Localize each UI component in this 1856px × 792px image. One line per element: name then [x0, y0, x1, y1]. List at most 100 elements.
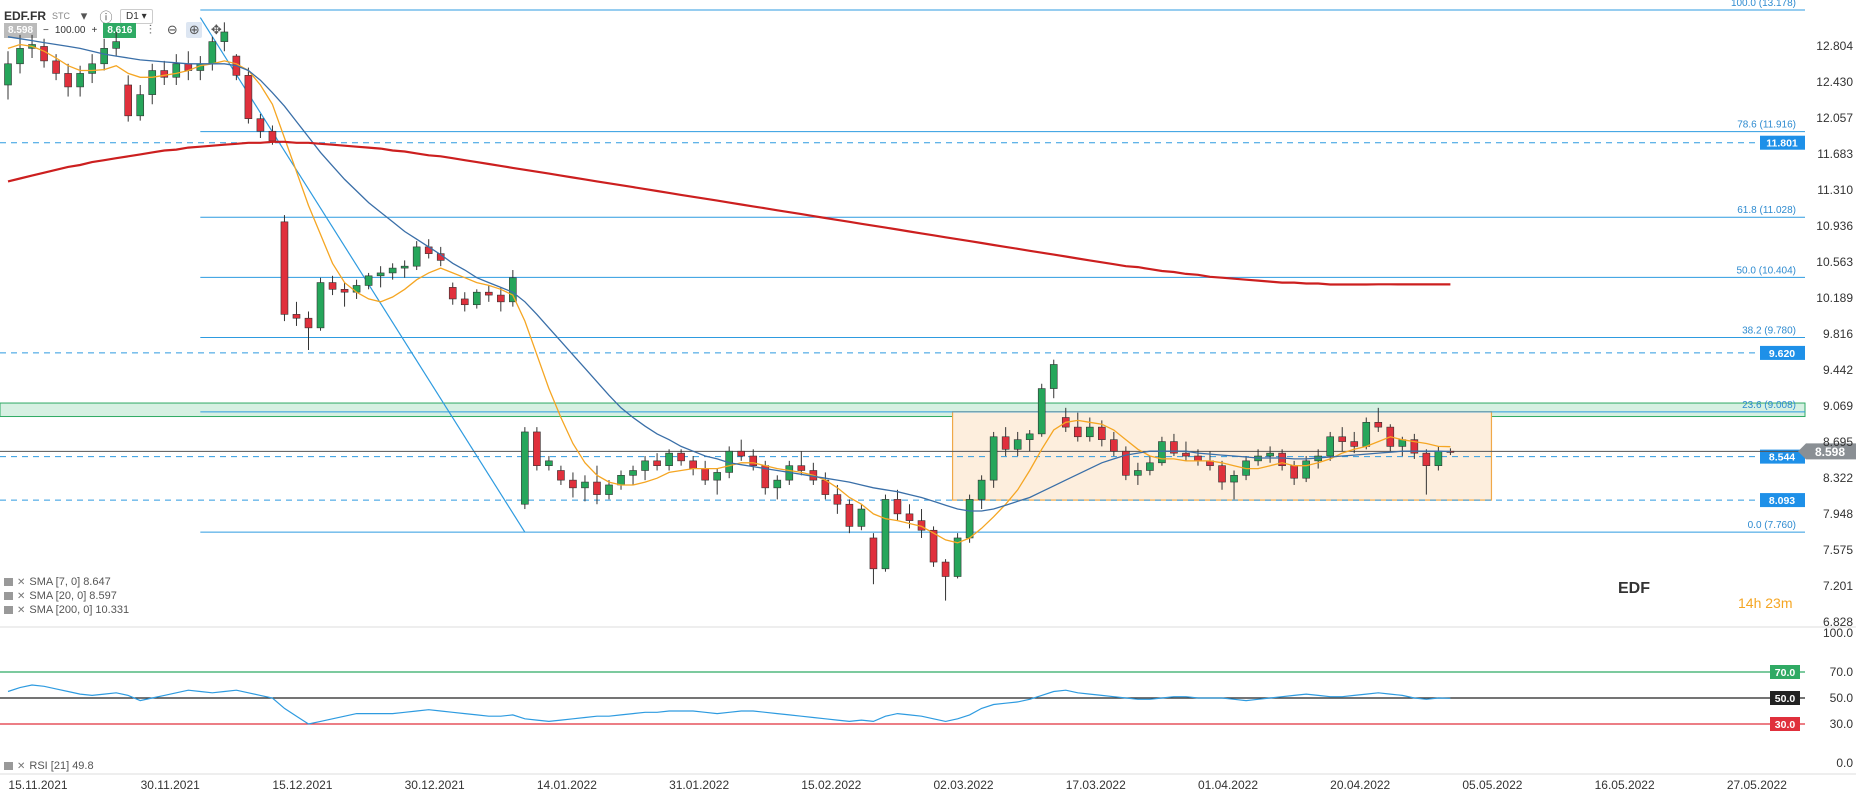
candle-body: [328, 282, 337, 290]
rsi-level-label: 50.0: [1775, 693, 1796, 705]
fib-label: 78.6 (11.916): [1737, 120, 1796, 131]
candle-body: [1350, 441, 1359, 447]
candle-body: [448, 287, 457, 300]
candle-body: [929, 529, 938, 563]
rsi-level-tag: [1770, 665, 1800, 679]
candle-body: [124, 84, 132, 117]
candle-body: [545, 460, 553, 466]
candle-body: [857, 508, 866, 527]
price-level-label: 8.544: [1769, 452, 1795, 464]
candle-body: [1290, 465, 1298, 479]
candle-body: [1362, 422, 1371, 447]
candle-timer: 14h 23m: [1738, 595, 1793, 611]
candle-body: [989, 436, 998, 481]
y-tick-label: 10.563: [1816, 255, 1853, 269]
fib-label: 100.0 (13.178): [1731, 0, 1796, 9]
candle-body: [641, 460, 649, 471]
candle-body: [400, 265, 409, 269]
y-tick-label: 9.069: [1823, 399, 1853, 413]
candle-body: [1122, 450, 1130, 476]
candle-body: [689, 460, 697, 469]
sma-legend-item[interactable]: ✕ SMA [7, 0] 8.647: [4, 576, 111, 588]
y-tick-label: 7.201: [1823, 579, 1853, 593]
candle-body: [845, 503, 854, 527]
indicator-icon: [4, 762, 13, 770]
candle-body: [52, 60, 60, 74]
y-tick-label: 9.442: [1823, 363, 1853, 377]
rsi-level-label: 30.0: [1775, 719, 1796, 731]
indicator-icon: [4, 578, 13, 586]
price-level-tag: [1760, 449, 1805, 464]
volume-value[interactable]: 100.00: [54, 24, 86, 36]
candle-body: [749, 455, 758, 466]
candle-body: [953, 537, 962, 577]
info-icon[interactable]: ⓘ: [99, 9, 113, 25]
price-level-tag: [1760, 493, 1805, 508]
candle-body: [869, 537, 878, 570]
fib-label: 50.0 (10.404): [1737, 265, 1797, 276]
fib-source-line: [199, 17, 526, 533]
y-tick-label: 12.804: [1816, 39, 1853, 53]
chart-toolbar: EDF.FR STC ▾ ⓘ D1 ▾: [4, 4, 153, 28]
candle-body: [1146, 462, 1154, 471]
x-tick-label: 27.05.2022: [1727, 778, 1787, 792]
candle-body: [977, 479, 986, 500]
candle-body: [364, 275, 373, 286]
candle-body: [965, 499, 974, 539]
candle-body: [1110, 439, 1118, 452]
candle-type-icon[interactable]: ⫶: [148, 22, 152, 37]
ask-price[interactable]: 8.616: [103, 22, 137, 38]
candle-body: [1134, 470, 1142, 476]
candle-body: [773, 479, 782, 489]
rsi-level-label: 70.0: [1775, 667, 1796, 679]
instrument-type[interactable]: STC: [52, 11, 70, 21]
candle-body: [1422, 452, 1431, 466]
instrument-name: EDF: [1618, 580, 1650, 597]
bid-price[interactable]: 8.598: [4, 22, 38, 38]
close-icon[interactable]: ✕: [17, 604, 26, 616]
sma-legend-item[interactable]: ✕ SMA [200, 0] 10.331: [4, 604, 129, 616]
close-icon[interactable]: ✕: [17, 760, 26, 772]
candle-body: [713, 472, 721, 481]
zoom-in-icon[interactable]: ⊕: [186, 22, 203, 38]
move-icon[interactable]: ✥: [210, 22, 222, 37]
chevron-down-icon[interactable]: ▾: [80, 8, 88, 23]
y-tick-label: 6.828: [1823, 615, 1853, 629]
candle-body: [833, 494, 842, 505]
volume-minus[interactable]: −: [43, 24, 49, 36]
close-icon[interactable]: ✕: [17, 576, 26, 588]
x-tick-label: 15.12.2021: [272, 778, 332, 792]
volume-plus[interactable]: +: [91, 24, 98, 36]
candle-body: [76, 73, 84, 88]
sma-legend-item[interactable]: ✕ SMA [20, 0] 8.597: [4, 590, 117, 602]
candle-body: [340, 289, 349, 293]
symbol-label[interactable]: EDF.FR: [4, 9, 46, 23]
candle-body: [100, 48, 108, 65]
close-icon[interactable]: ✕: [17, 590, 26, 602]
rsi-tick-label: 0.0: [1836, 756, 1853, 770]
candle-body: [88, 63, 96, 74]
x-tick-label: 20.04.2022: [1330, 778, 1390, 792]
sma-line: [7, 36, 1451, 512]
candle-body: [1194, 455, 1202, 462]
candle-body: [1338, 436, 1347, 442]
candle-body: [1326, 436, 1334, 457]
candle-body: [304, 317, 313, 329]
zoom-out-icon[interactable]: ⊖: [166, 22, 178, 37]
x-tick-label: 17.03.2022: [1066, 778, 1126, 792]
x-tick-label: 15.02.2022: [801, 778, 861, 792]
candle-body: [1182, 452, 1190, 457]
x-tick-label: 31.01.2022: [669, 778, 729, 792]
y-tick-label: 7.948: [1823, 507, 1853, 521]
rsi-tick-label: 70.0: [1830, 665, 1854, 679]
candle-body: [64, 73, 72, 88]
candle-body: [629, 470, 637, 476]
rsi-legend[interactable]: ✕ RSI [21] 49.8: [4, 760, 94, 772]
candle-body: [472, 291, 481, 306]
candle-body: [460, 298, 469, 306]
candle-body: [1278, 452, 1286, 466]
candle-body: [292, 314, 301, 319]
y-tick-label: 8.695: [1823, 435, 1853, 449]
y-tick-label: 10.189: [1816, 291, 1853, 305]
